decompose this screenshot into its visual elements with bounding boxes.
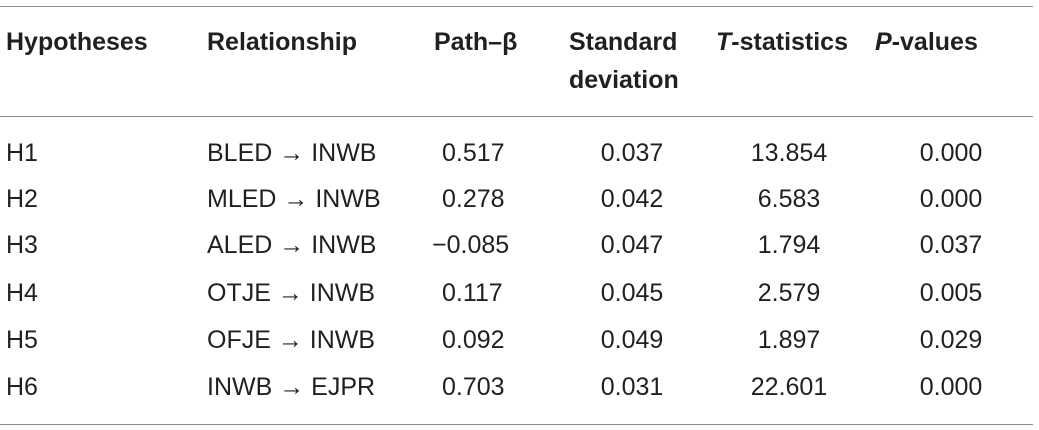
header-path-beta: Path–β [434, 28, 518, 56]
table-row: H5 OFJE → INWB 0.092 0.049 1.897 0.029 [0, 317, 1033, 363]
cell-relationship: INWB → EJPR [207, 373, 376, 401]
cell-standard-deviation: 0.045 [600, 279, 664, 307]
top-rule [0, 6, 1033, 7]
cell-hypothesis: H2 [6, 185, 38, 213]
cell-path-beta: 0.278 [442, 185, 505, 213]
cell-standard-deviation: 0.042 [600, 185, 664, 213]
cell-t-statistics: 1.897 [757, 326, 821, 354]
header-p-values-prefix: P [875, 28, 892, 56]
cell-p-value: 0.005 [919, 279, 983, 307]
cell-hypothesis: H3 [6, 231, 38, 259]
table-row: H1 BLED → INWB 0.517 0.037 13.854 0.000 [0, 130, 1033, 176]
cell-p-value: 0.029 [919, 326, 983, 354]
header-rule [0, 116, 1033, 117]
cell-p-value: 0.000 [919, 373, 983, 401]
cell-relationship: OTJE → INWB [207, 279, 376, 307]
header-standard-deviation-line1: Standard [569, 28, 678, 56]
cell-hypothesis: H4 [6, 279, 38, 307]
cell-standard-deviation: 0.031 [600, 373, 664, 401]
table-header-row: Hypotheses Relationship Path–β Standard … [0, 23, 1033, 103]
header-p-values-suffix: -values [891, 28, 978, 56]
cell-path-beta: 0.092 [442, 326, 505, 354]
cell-t-statistics: 6.583 [757, 185, 821, 213]
header-t-statistics: T-statistics [716, 23, 862, 61]
cell-path-beta: −0.085 [432, 231, 510, 259]
cell-standard-deviation: 0.047 [600, 231, 664, 259]
cell-t-statistics: 2.579 [757, 279, 821, 307]
cell-standard-deviation: 0.037 [600, 139, 664, 167]
table-row: H6 INWB → EJPR 0.703 0.031 22.601 0.000 [0, 364, 1033, 410]
cell-relationship: BLED → INWB [207, 139, 377, 167]
cell-hypothesis: H1 [6, 139, 38, 167]
header-relationship: Relationship [207, 28, 358, 56]
cell-relationship: OFJE → INWB [207, 326, 376, 354]
header-t-statistics-prefix: T [716, 28, 732, 56]
header-standard-deviation-line2: deviation [569, 66, 679, 94]
cell-relationship: MLED → INWB [207, 185, 381, 213]
header-hypotheses: Hypotheses [6, 28, 148, 56]
cell-t-statistics: 22.601 [750, 373, 828, 401]
header-standard-deviation: Standard deviation [569, 23, 699, 99]
cell-relationship: ALED → INWB [207, 231, 377, 259]
cell-standard-deviation: 0.049 [600, 326, 664, 354]
table-row: H4 OTJE → INWB 0.117 0.045 2.579 0.005 [0, 270, 1033, 316]
cell-p-value: 0.037 [919, 231, 983, 259]
table-row: H3 ALED → INWB −0.085 0.047 1.794 0.037 [0, 222, 1033, 268]
table-row: H2 MLED → INWB 0.278 0.042 6.583 0.000 [0, 176, 1033, 222]
cell-path-beta: 0.703 [442, 373, 505, 401]
cell-t-statistics: 13.854 [750, 139, 828, 167]
cell-hypothesis: H5 [6, 326, 38, 354]
cell-path-beta: 0.117 [442, 279, 503, 307]
cell-p-value: 0.000 [919, 139, 983, 167]
cell-p-value: 0.000 [919, 185, 983, 213]
header-t-statistics-suffix: -statistics [731, 28, 848, 56]
header-p-values: P-values [875, 23, 1021, 61]
cell-hypothesis: H6 [6, 373, 38, 401]
cell-t-statistics: 1.794 [757, 231, 821, 259]
cell-path-beta: 0.517 [442, 139, 505, 167]
bottom-rule [0, 424, 1033, 425]
